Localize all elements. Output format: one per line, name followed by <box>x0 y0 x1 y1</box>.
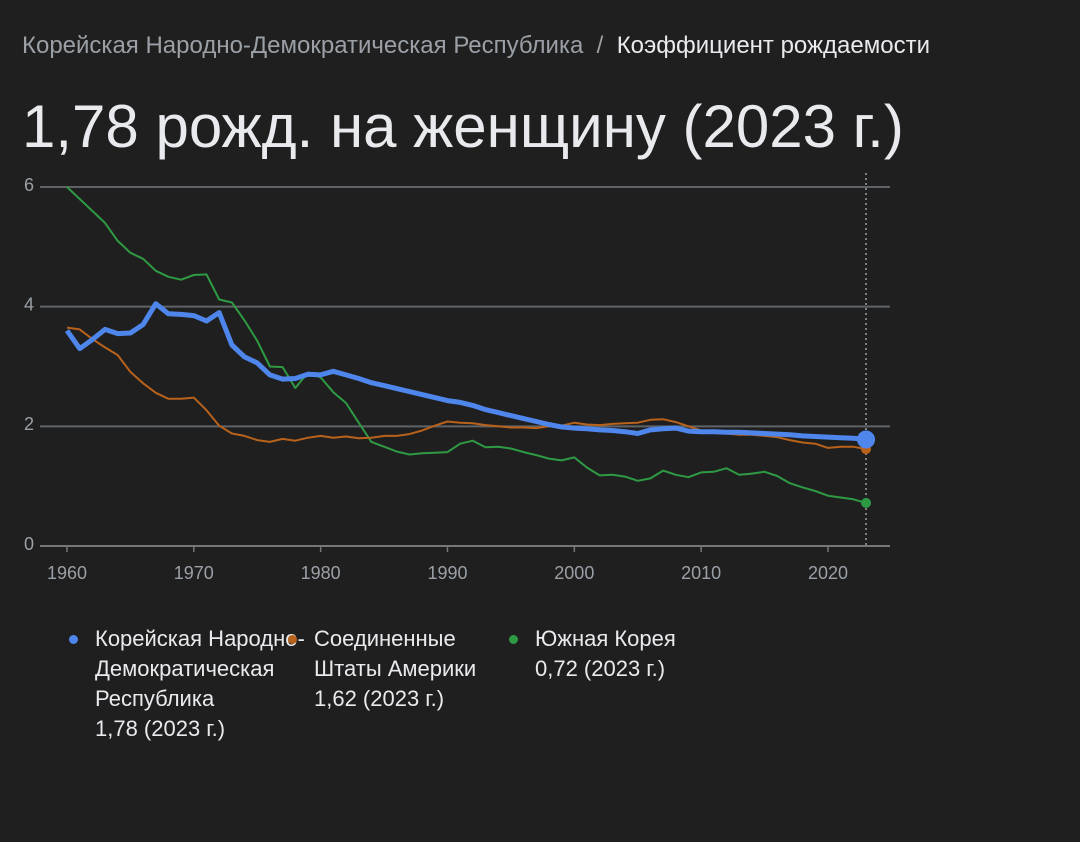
legend-value: 1,62 (2023 г.) <box>314 686 445 711</box>
legend-marker <box>69 635 78 644</box>
x-tick-label: 1980 <box>301 563 341 583</box>
x-tick-label: 1960 <box>47 563 87 583</box>
end-point <box>861 497 872 508</box>
legend-value: 0,72 (2023 г.) <box>535 656 666 681</box>
legend-name: Южная Корея <box>535 626 676 651</box>
x-tick-label: 2000 <box>554 563 594 583</box>
series-line <box>64 301 867 442</box>
legend-name: Соединенные Штаты Америки <box>314 626 477 681</box>
breadcrumb: Корейская Народно-Демократическая Респуб… <box>22 32 930 59</box>
breadcrumb-item: Коэффициент рождаемости <box>616 32 930 59</box>
y-tick-label: 2 <box>24 414 34 434</box>
series-line <box>66 186 867 504</box>
legend-name: Корейская Народно-Демократическая Респуб… <box>95 626 305 711</box>
breadcrumb-item[interactable]: Корейская Народно-Демократическая Респуб… <box>22 32 584 59</box>
x-tick-label: 1970 <box>174 563 214 583</box>
legend-marker <box>288 635 297 644</box>
x-tick-label: 2020 <box>808 563 848 583</box>
legend-item[interactable]: Южная Корея 0,72 (2023 г.) <box>509 624 745 684</box>
legend-item[interactable]: Корейская Народно-Демократическая Респуб… <box>69 624 305 744</box>
x-tick-label: 1990 <box>427 563 467 583</box>
x-tick-label: 2010 <box>681 563 721 583</box>
y-tick-label: 4 <box>24 294 34 314</box>
chart-title: 1,78 рожд. на женщину (2023 г.) <box>22 93 904 160</box>
y-tick-label: 6 <box>24 175 34 195</box>
legend-marker <box>509 635 518 644</box>
legend-item[interactable]: Соединенные Штаты Америки 1,62 (2023 г.) <box>288 624 524 714</box>
end-point <box>857 430 876 449</box>
y-tick-label: 0 <box>24 534 34 554</box>
legend-value: 1,78 (2023 г.) <box>95 716 226 741</box>
